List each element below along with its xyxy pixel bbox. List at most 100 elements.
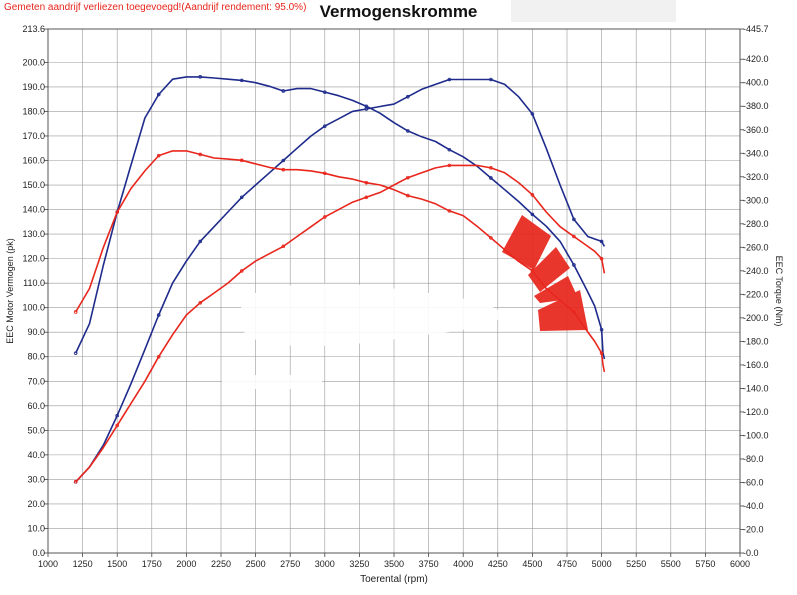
x-tick-label: 3000 [315,559,335,569]
y-tick-label: 170.0 [22,131,45,141]
data-point [572,217,576,222]
data-point [156,92,161,97]
data-point [599,351,604,355]
data-point [198,152,203,157]
data-point [489,176,493,180]
data-point [489,77,493,82]
data-point [115,423,119,428]
data-point [489,166,493,170]
white-patch [222,283,505,389]
y-tick-label: 20.0 [27,499,45,509]
data-point [530,193,535,197]
data-point [572,234,576,239]
x-tick-label: 2000 [176,559,196,569]
x-tick-label: 5250 [626,559,646,569]
data-point [156,313,161,317]
x-tick-label: 1500 [107,559,127,569]
x-tick-label: 4000 [453,559,473,569]
data-point [364,104,369,109]
y2-tick-label: -340.0 [743,148,769,158]
data-point [198,300,203,305]
data-point [198,239,203,244]
data-point [599,239,604,244]
data-point [239,269,244,273]
data-point [364,195,369,200]
series-lines [73,75,606,484]
data-point [281,167,286,172]
y-tick-label: 30.0 [27,474,45,484]
y2-tick-label: -260.0 [743,242,769,252]
y-tick-labels: 0.0 10.0 20.0 30.0 40.0 50.0 60.0 70.0 80.0 90.0 1… [22,24,48,558]
data-point [599,256,604,261]
data-point [239,195,244,200]
data-point [489,236,493,240]
data-point [115,413,119,418]
data-point [447,147,452,152]
brand-logo [502,215,588,331]
y-tick-label: 150.0 [22,180,45,190]
y-tick-label: 120.0 [22,254,45,264]
y2-tick-label: -0.0 [743,548,759,558]
y2-tick-label: -420.0 [743,54,769,64]
data-point [530,112,535,116]
data-point [73,310,78,314]
data-point [406,193,410,198]
x-tick-label: 2750 [280,559,300,569]
power-line-blue [75,78,606,483]
y-tick-label: 180.0 [22,106,45,116]
x-tick-label: 5500 [661,559,681,569]
y-tick-label: 130.0 [22,229,45,239]
y2-tick-label: -200.0 [743,313,769,323]
data-point [73,351,78,355]
x-tick-labels: 1000 1250 1500 1750 2000 2250 2500 2750 3000 3250… [38,553,750,569]
x-axis-label: Toerental (rpm) [360,574,428,585]
y2-axis-label: EEC Torque (Nm) [774,256,784,327]
y2-tick-label: -120.0 [743,407,769,417]
data-point [198,75,203,79]
x-tick-label: 5750 [695,559,715,569]
y2-tick-label: -100.0 [743,430,769,440]
data-point [281,158,286,163]
y2-tick-label: -220.0 [743,289,769,299]
y-tick-label: 160.0 [22,155,45,165]
y-tick-label: 80.0 [27,352,45,362]
data-point [406,94,410,99]
y2-tick-label: -240.0 [743,266,769,276]
data-point [322,90,327,94]
data-point [406,129,410,133]
x-tick-label: 4500 [522,559,542,569]
x-tick-label: 6000 [730,559,750,569]
y-tick-label: 140.0 [22,205,45,215]
y-axis-label: EEC Motor Vermogen (pk) [5,238,15,344]
x-tick-label: 4250 [488,559,508,569]
data-point [156,354,161,359]
torque-line-blue [74,76,606,360]
x-tick-label: 3500 [384,559,404,569]
y2-tick-label: -40.0 [743,501,764,511]
x-tick-label: 4750 [557,559,577,569]
x-tick-label: 1750 [142,559,162,569]
x-tick-label: 5000 [592,559,612,569]
y-tick-label: 213.6 [22,24,45,34]
data-point [447,209,452,213]
power-line-red [75,164,606,483]
x-tick-label: 3250 [349,559,369,569]
data-point [364,180,369,185]
data-point [156,153,161,158]
data-point [281,244,286,249]
data-point [281,89,286,93]
y-tick-label: 190.0 [22,82,45,92]
y2-tick-label: -300.0 [743,195,769,205]
data-point [115,210,119,214]
y-tick-label: 70.0 [27,376,45,386]
y-tick-label: 100.0 [22,303,45,313]
y2-tick-label: -160.0 [743,360,769,370]
y2-tick-label: -400.0 [743,78,769,88]
y2-tick-label: -280.0 [743,219,769,229]
data-point [447,77,452,82]
x-tick-label: 1000 [38,559,58,569]
data-point [530,212,535,217]
data-point [239,78,244,83]
y2-tick-label: -360.0 [743,125,769,135]
x-tick-label: 2500 [246,559,266,569]
